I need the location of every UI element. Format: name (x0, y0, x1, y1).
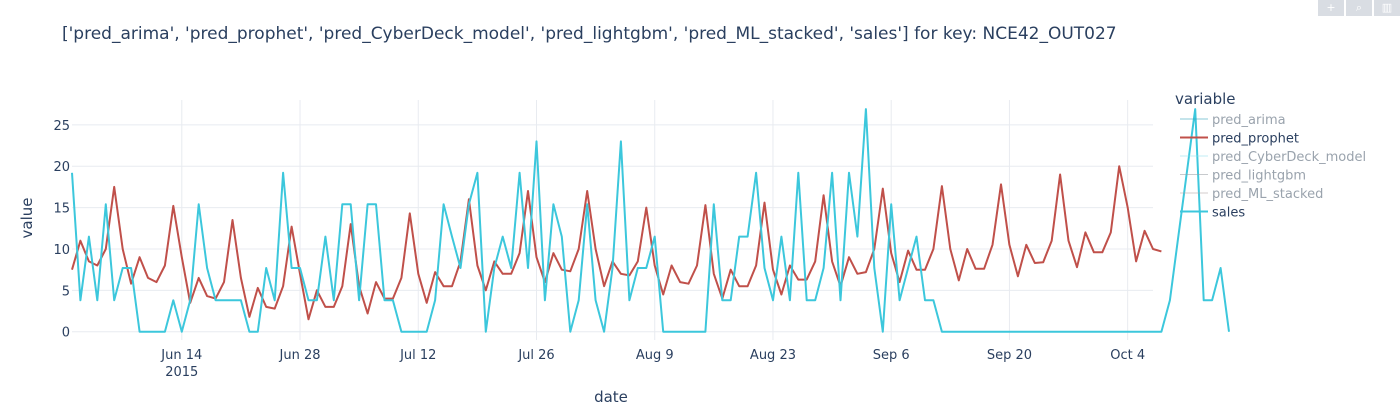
series-line-sales[interactable] (71, 108, 1230, 333)
y-axis-ticks: 0 5 10 15 20 25 (53, 119, 70, 341)
y-axis-title: value (18, 198, 36, 239)
legend-label: pred_CyberDeck_model (1212, 150, 1366, 165)
legend-item-sales[interactable]: sales (1180, 206, 1245, 221)
modebar: + ⌕ ▥ (1318, 0, 1400, 16)
x-axis-title: date (594, 388, 628, 406)
legend-label: pred_ML_stacked (1212, 187, 1323, 202)
x-tick-label: Aug 9 (636, 348, 674, 363)
y-tick-label: 25 (53, 119, 70, 134)
legend-item-pred-ml-stacked[interactable]: pred_ML_stacked (1180, 187, 1323, 202)
x-tick-label: Jun 14 (160, 348, 202, 363)
legend-item-pred-arima[interactable]: pred_arima (1180, 113, 1286, 128)
x-tick-label: Sep 6 (873, 348, 910, 363)
legend-label: pred_prophet (1212, 132, 1299, 147)
y-tick-label: 0 (62, 326, 70, 341)
y-tick-label: 10 (53, 243, 70, 258)
legend-item-pred-prophet[interactable]: pred_prophet (1180, 132, 1299, 147)
x-tick-label: Jun 28 (279, 348, 321, 363)
x-tick-sublabel: 2015 (165, 365, 198, 380)
x-axis-ticks: Jun 14 2015 Jun 28 Jul 12 Jul 26 Aug 9 Aug 23 S… (160, 348, 1145, 380)
legend-label: pred_lightgbm (1212, 169, 1306, 184)
legend-label: sales (1212, 206, 1245, 221)
plot-area[interactable] (71, 108, 1230, 333)
grid (72, 100, 1153, 340)
legend: variable pred_arima pred_prophet pred_Cybe… (1175, 90, 1366, 221)
y-tick-label: 20 (53, 160, 70, 175)
x-tick-label: Jul 12 (399, 348, 436, 363)
legend-item-pred-cyberdeck-model[interactable]: pred_CyberDeck_model (1180, 150, 1366, 165)
y-tick-label: 5 (62, 284, 70, 299)
x-tick-label: Jul 26 (517, 348, 554, 363)
x-tick-label: Aug 23 (750, 348, 796, 363)
x-tick-label: Oct 4 (1110, 348, 1145, 363)
legend-label: pred_arima (1212, 113, 1286, 128)
zoom-icon[interactable]: ⌕ (1346, 0, 1372, 16)
series-line-pred-prophet[interactable] (71, 165, 1162, 321)
legend-item-pred-lightgbm[interactable]: pred_lightgbm (1180, 169, 1306, 184)
y-tick-label: 15 (53, 202, 70, 217)
zoom-in-icon[interactable]: + (1318, 0, 1344, 16)
x-tick-label: Sep 20 (987, 348, 1032, 363)
chart-title: ['pred_arima', 'pred_prophet', 'pred_Cyb… (62, 24, 1117, 44)
legend-title: variable (1175, 90, 1236, 108)
plotly-logo-icon[interactable]: ▥ (1374, 0, 1400, 16)
